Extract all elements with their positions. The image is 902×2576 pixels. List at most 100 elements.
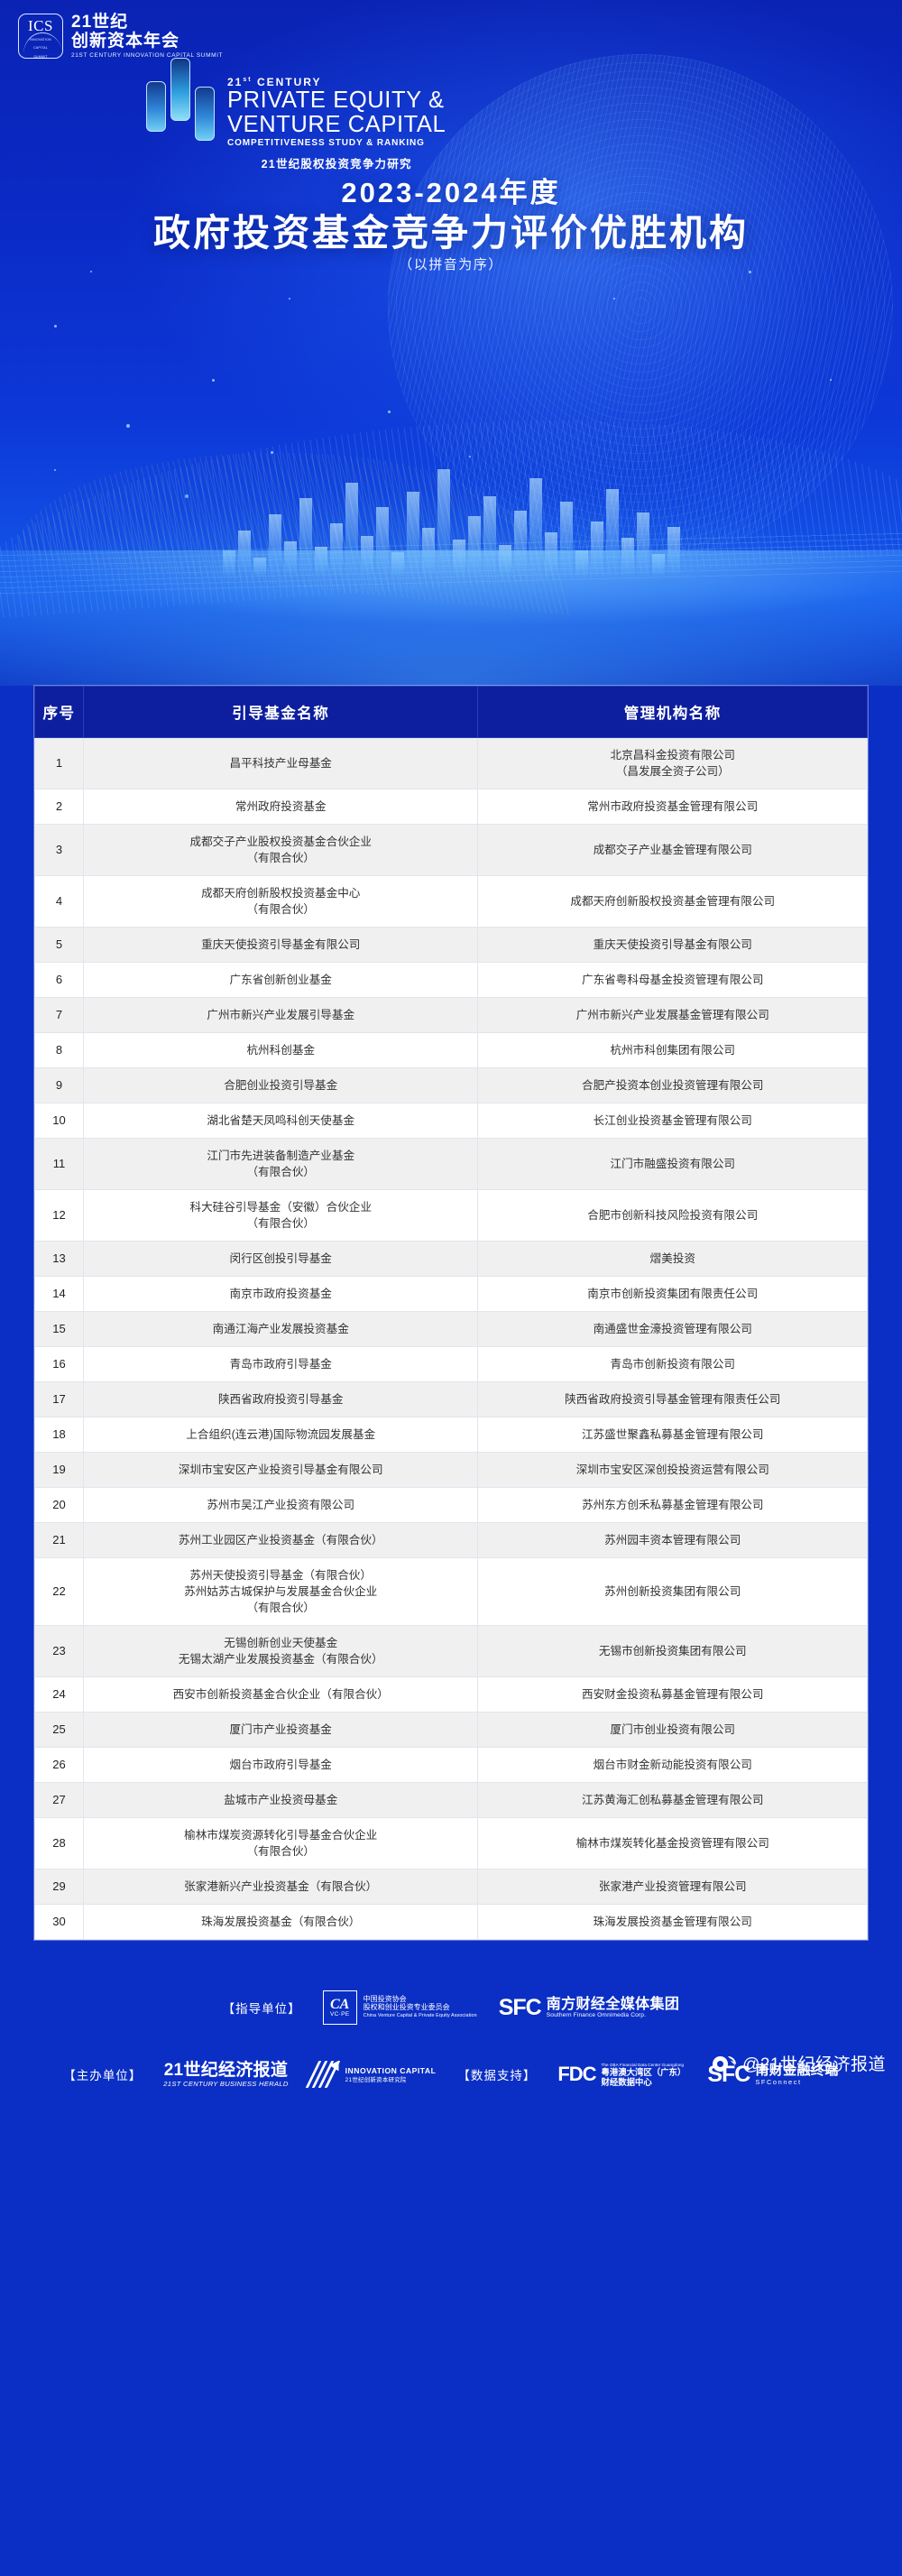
ics-arc-icon — [20, 29, 63, 59]
cell-index: 3 — [34, 824, 84, 876]
cell-index: 19 — [34, 1452, 84, 1488]
cell-index: 8 — [34, 1032, 84, 1068]
ground-glow — [0, 550, 902, 686]
footer-row-host-data: 【主办单位】 21世纪经济报道 21ST CENTURY BUSINESS HE… — [0, 2057, 902, 2088]
fdc-cn2: 财经数据中心 — [601, 2076, 652, 2087]
ics-logo: ICS INNOVATION CAPITAL SUMMIT 21世纪 创新资本年… — [18, 13, 223, 59]
cell-line: 西安市创新投资基金合伙企业（有限合伙） — [172, 1688, 389, 1701]
cvca-wordmark: 中国投资协会 股权和创业投资专业委员会 China Venture Capita… — [364, 1995, 477, 2021]
cell-index: 17 — [34, 1381, 84, 1417]
arrow-up-icon — [305, 2057, 344, 2088]
cell-line: 盐城市产业投资母基金 — [224, 1794, 338, 1806]
cell-manager-name: 长江创业投资基金管理有限公司 — [477, 1103, 868, 1139]
table-row: 26 烟台市政府引导基金 烟台市财金新动能投资有限公司 — [34, 1747, 868, 1783]
cell-line: 江苏黄海汇创私募基金管理有限公司 — [581, 1794, 764, 1806]
pevc-wordmark: 21st CENTURY PRIVATE EQUITY & VENTURE CA… — [227, 74, 446, 148]
cell-manager-name: 深圳市宝安区深创投投资运营有限公司 — [477, 1452, 868, 1488]
table-body: 1 昌平科技产业母基金 北京昌科金投资有限公司 （昌发展全资子公司） 2 常州政府投资基金… — [34, 737, 868, 1940]
cell-index: 4 — [34, 875, 84, 928]
cell-fund-name: 珠海发展投资基金（有限合伙） — [82, 1904, 479, 1940]
cell-line: 江门市融盛投资有限公司 — [610, 1158, 735, 1170]
cell-line: 合肥产投资本创业投资管理有限公司 — [581, 1079, 764, 1092]
cell-index: 28 — [34, 1817, 84, 1870]
cell-line: （有限合伙） — [246, 1166, 315, 1178]
pevc-line3: COMPETITIVENESS STUDY & RANKING — [227, 138, 425, 148]
cell-index: 27 — [34, 1782, 84, 1818]
cell-fund-name: 无锡创新创业天使基金 无锡太湖产业发展投资基金（有限合伙） — [82, 1625, 479, 1677]
table-row: 28 榆林市煤炭资源转化引导基金合伙企业 （有限合伙） 榆林市煤炭转化基金投资管理有限… — [34, 1817, 868, 1870]
cell-manager-name: 江门市融盛投资有限公司 — [477, 1138, 868, 1190]
cell-index: 20 — [34, 1487, 84, 1523]
sfc-media-en: Southern Finance Omnimedia Corp. — [546, 2012, 647, 2018]
cell-line: 熠美投资 — [649, 1252, 695, 1265]
cvca-logo-mark: CA VC·PE — [322, 1990, 357, 2025]
cell-line: 成都交子产业股权投资基金合伙企业 — [189, 836, 372, 848]
table-row: 3 成都交子产业股权投资基金合伙企业 （有限合伙） 成都交子产业基金管理有限公司 — [34, 824, 868, 876]
cell-fund-name: 成都交子产业股权投资基金合伙企业 （有限合伙） — [82, 824, 479, 876]
cvca-logo: CA VC·PE 中国投资协会 股权和创业投资专业委员会 China Ventu… — [322, 1990, 477, 2025]
cell-line: 烟台市政府引导基金 — [229, 1759, 332, 1771]
cell-fund-name: 厦门市产业投资基金 — [82, 1712, 479, 1748]
cell-line: （有限合伙） — [246, 1845, 315, 1858]
table-row: 18 上合组织(连云港)国际物流园发展基金 江苏盛世聚鑫私募基金管理有限公司 — [34, 1417, 868, 1453]
cell-line: 南京市创新投资集团有限责任公司 — [587, 1288, 759, 1300]
table-head: 序号 引导基金名称 管理机构名称 — [34, 686, 868, 738]
cell-manager-name: 合肥产投资本创业投资管理有限公司 — [477, 1067, 868, 1103]
pevc-century: 21st CENTURY — [227, 76, 322, 88]
cell-fund-name: 深圳市宝安区产业投资引导基金有限公司 — [82, 1452, 479, 1488]
cell-line: （昌发展全资子公司） — [615, 765, 730, 778]
cell-line: 湖北省楚天凤鸣科创天使基金 — [207, 1114, 355, 1127]
page-title: 政府投资基金竞争力评价优胜机构 — [153, 212, 749, 254]
herald-en: 21ST CENTURY BUSINESS HERALD — [163, 2080, 289, 2088]
cell-manager-name: 青岛市创新投资有限公司 — [477, 1346, 868, 1382]
table-row: 20 苏州市吴江产业投资有限公司 苏州东方创禾私募基金管理有限公司 — [34, 1487, 868, 1523]
cell-manager-name: 重庆天使投资引导基金有限公司 — [477, 927, 868, 963]
label-guidance: 【指导单位】 — [222, 2002, 301, 2016]
cell-line: 江苏盛世聚鑫私募基金管理有限公司 — [581, 1428, 764, 1441]
cell-line: 无锡市创新投资集团有限公司 — [598, 1645, 747, 1657]
cell-line: 杭州科创基金 — [246, 1044, 315, 1057]
table-row: 22 苏州天使投资引导基金（有限合伙） 苏州姑苏古城保护与发展基金合伙企业 （有限合伙… — [34, 1557, 868, 1626]
herald-cn: 21世纪经济报道 — [163, 2061, 289, 2080]
cell-line: 苏州姑苏古城保护与发展基金合伙企业 — [184, 1585, 378, 1598]
cell-manager-name: 成都交子产业基金管理有限公司 — [477, 824, 868, 876]
fdc-wordmark: The GBA Financial Data Center Guangdong … — [602, 2063, 686, 2087]
cvca-mark-top: CA — [329, 1997, 350, 2012]
cell-line: 重庆天使投资引导基金有限公司 — [593, 938, 752, 951]
cell-line: 苏州东方创禾私募基金管理有限公司 — [581, 1499, 764, 1511]
fdc-en: The GBA Financial Data Center Guangdong — [601, 2062, 685, 2067]
cell-line: 厦门市产业投资基金 — [229, 1723, 332, 1736]
sfc-connect-wordmark: 南财金融终端 SFConnect — [755, 2063, 838, 2086]
cell-line: 苏州天使投资引导基金（有限合伙） — [189, 1569, 372, 1582]
cell-line: 苏州市吴江产业投资有限公司 — [207, 1499, 355, 1511]
cvca-en: China Venture Capital & Private Equity A… — [363, 2012, 477, 2018]
cell-line: 合肥创业投资引导基金 — [224, 1079, 338, 1092]
cell-fund-name: 合肥创业投资引导基金 — [82, 1067, 479, 1103]
cell-index: 14 — [34, 1276, 84, 1312]
table-row: 10 湖北省楚天凤鸣科创天使基金 长江创业投资基金管理有限公司 — [34, 1103, 868, 1139]
table-row: 17 陕西省政府投资引导基金 陕西省政府投资引导基金管理有限责任公司 — [34, 1381, 868, 1417]
table-row: 16 青岛市政府引导基金 青岛市创新投资有限公司 — [34, 1346, 868, 1382]
cell-line: 北京昌科金投资有限公司 — [610, 749, 735, 762]
cell-line: 广东省创新创业基金 — [229, 974, 332, 986]
cell-line: 科大硅谷引导基金（安徽）合伙企业 — [189, 1201, 372, 1214]
cell-index: 12 — [34, 1189, 84, 1242]
cell-line: 成都天府创新股权投资基金管理有限公司 — [570, 895, 776, 908]
footer-row-guidance: 【指导单位】 CA VC·PE 中国投资协会 股权和创业投资专业委员会 Chin… — [0, 1990, 902, 2025]
ics-name-en: 21ST CENTURY INNOVATION CAPITAL SUMMIT — [71, 52, 224, 59]
table-row: 1 昌平科技产业母基金 北京昌科金投资有限公司 （昌发展全资子公司） — [34, 737, 868, 789]
cell-fund-name: 烟台市政府引导基金 — [82, 1747, 479, 1783]
cell-manager-name: 常州市政府投资基金管理有限公司 — [477, 789, 868, 825]
table-row: 7 广州市新兴产业发展引导基金 广州市新兴产业发展基金管理有限公司 — [34, 997, 868, 1033]
cell-manager-name: 苏州创新投资集团有限公司 — [477, 1557, 868, 1626]
cell-line: 成都交子产业基金管理有限公司 — [593, 844, 752, 856]
cell-line: 无锡太湖产业发展投资基金（有限合伙） — [178, 1653, 383, 1666]
cell-line: 闵行区创投引导基金 — [229, 1252, 332, 1265]
sfc-media-cn: 南方财经全媒体集团 — [546, 1997, 680, 2012]
cell-line: 上合组织(连云港)国际物流园发展基金 — [186, 1428, 376, 1441]
pevc-cn-subtitle: 21世纪股权投资竞争力研究 — [261, 158, 412, 171]
cell-manager-name: 厦门市创业投资有限公司 — [477, 1712, 868, 1748]
title-year: 2023-2024年度 — [341, 177, 561, 208]
cell-line: 南京市政府投资基金 — [229, 1288, 332, 1300]
cell-line: 江门市先进装备制造产业基金 — [207, 1150, 355, 1162]
